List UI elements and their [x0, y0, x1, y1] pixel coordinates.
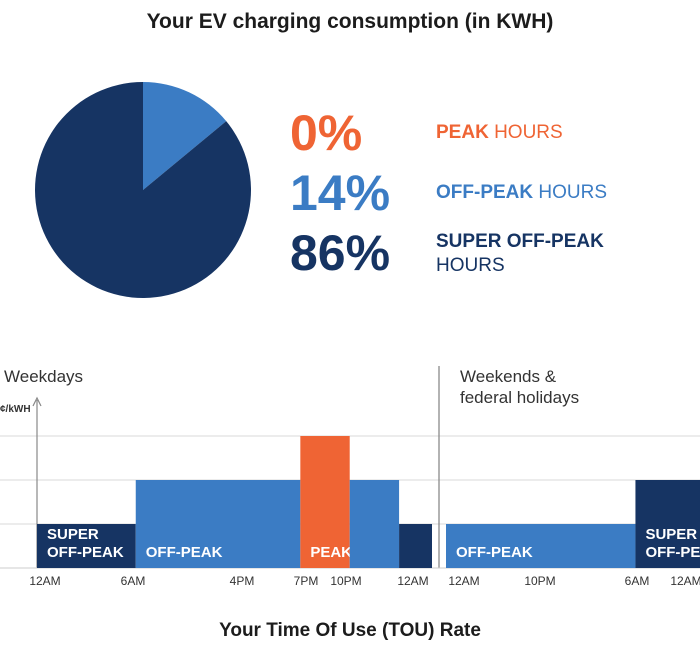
rate-bar-off-peak: [135, 480, 301, 568]
x-tick-label: 6AM: [625, 574, 650, 588]
legend-off-peak-hours: HOURS: [538, 182, 608, 203]
x-tick-label: 12AM: [397, 574, 428, 588]
section-label: federal holidays: [460, 388, 579, 407]
rate-bar-super-off-peak: [635, 480, 700, 568]
pie-slice-super-off-peak: [35, 82, 251, 298]
legend-peak: PEAK HOURS: [436, 121, 563, 145]
bar-label: OFF-PEAK: [146, 544, 223, 561]
legend-super-off-peak: SUPER OFF-PEAK HOURS: [436, 230, 604, 278]
x-tick-label: 10PM: [330, 574, 361, 588]
bar-label: SUPER: [47, 526, 99, 543]
tou-title: Your Time Of Use (TOU) Rate: [219, 620, 481, 641]
y-axis-arrow: [32, 396, 42, 407]
legend-super-off-peak-hours: HOURS: [436, 255, 505, 276]
y-axis-label: ¢/kWH: [0, 404, 31, 415]
x-tick-label: 12AM: [448, 574, 479, 588]
bar-label: PEAK: [310, 544, 352, 561]
x-tick-label: 4PM: [230, 574, 255, 588]
rate-bar-off-peak: [446, 524, 636, 568]
chart-title: Your EV charging consumption (in KWH): [146, 10, 554, 33]
x-tick-label: 10PM: [524, 574, 555, 588]
rate-bar-super-off-peak: [399, 524, 432, 568]
bar-label: SUPER: [645, 526, 697, 543]
bar-label: OFF-PEAK: [456, 544, 533, 561]
legend-off-peak: OFF-PEAK HOURS: [436, 181, 607, 205]
section-label: Weekends &: [460, 367, 557, 386]
legend-peak-hours: HOURS: [494, 122, 563, 143]
x-tick-label: 12AM: [670, 574, 700, 588]
rate-bar-off-peak: [349, 480, 400, 568]
rate-bar-super-off-peak: [37, 524, 136, 568]
bar-label: OFF-PEAK: [645, 544, 700, 561]
x-tick-label: 12AM: [29, 574, 60, 588]
super-off-peak-percent: 86%: [290, 225, 391, 281]
consumption-pie-chart: [35, 82, 251, 298]
rate-bar-peak: [300, 436, 350, 568]
legend-off-peak-word: OFF-PEAK: [436, 182, 534, 203]
pie-slice-off-peak: [143, 82, 227, 190]
legend-super-off-peak-word: SUPER OFF-PEAK: [436, 231, 604, 252]
section-label: Weekdays: [4, 367, 83, 386]
legend-peak-word: PEAK: [436, 122, 489, 143]
off-peak-percent: 14%: [290, 165, 391, 221]
x-tick-label: 6AM: [121, 574, 146, 588]
x-tick-label: 7PM: [294, 574, 319, 588]
peak-percent: 0%: [290, 105, 363, 161]
bar-label: OFF-PEAK: [47, 544, 124, 561]
